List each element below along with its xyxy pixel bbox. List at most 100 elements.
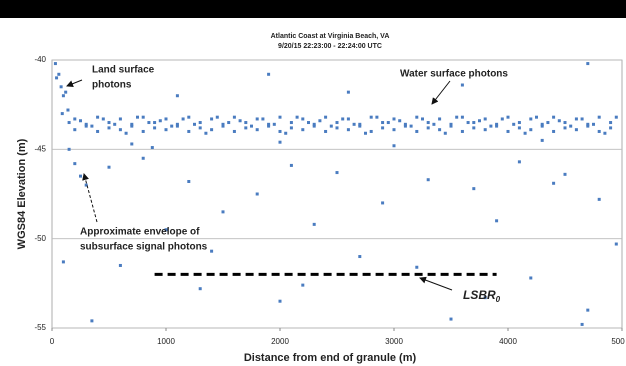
photon-point xyxy=(141,129,145,133)
photon-point xyxy=(130,124,134,128)
photon-point xyxy=(255,117,259,121)
photon-point xyxy=(609,121,613,125)
photon-point xyxy=(603,131,607,135)
photon-point xyxy=(204,131,208,135)
photon-point xyxy=(483,128,487,132)
x-tick-label: 1000 xyxy=(157,337,175,346)
photon-point xyxy=(238,119,242,123)
photon-point xyxy=(455,115,459,119)
photon-point xyxy=(113,122,117,126)
photon-point xyxy=(244,126,248,130)
annotation: Approximate envelope of xyxy=(80,227,200,238)
photon-point xyxy=(586,308,590,312)
photon-point xyxy=(215,115,219,119)
x-axis-label: Distance from end of granule (m) xyxy=(244,352,417,364)
photon-point xyxy=(84,183,88,187)
photon-point xyxy=(592,122,595,126)
photon-point xyxy=(392,117,396,121)
photon-point xyxy=(552,129,556,133)
photon-point xyxy=(255,192,259,196)
photon-point xyxy=(198,121,202,125)
photon-point xyxy=(57,72,61,76)
arrow xyxy=(431,80,451,105)
photon-point xyxy=(472,187,476,191)
y-tick-label: -55 xyxy=(34,323,46,332)
photon-point xyxy=(187,179,191,183)
photon-point xyxy=(358,255,362,259)
photon-point xyxy=(64,90,68,94)
photon-point xyxy=(227,121,231,125)
plot-area: -40 -45 -50 -55 0 1000 2000 3000 4000 500 xyxy=(34,55,625,346)
photon-point xyxy=(460,115,464,119)
photon-point xyxy=(495,122,499,126)
photon-point xyxy=(96,115,100,119)
photon-point xyxy=(609,126,613,130)
photon-point xyxy=(295,115,299,119)
photon-point xyxy=(198,287,202,291)
photon-point xyxy=(517,126,521,130)
photon-point xyxy=(284,131,288,135)
photon-point xyxy=(73,162,77,166)
photon-point xyxy=(73,128,77,132)
top-bar xyxy=(0,0,626,18)
photon-point xyxy=(500,117,504,121)
photon-point xyxy=(60,112,64,116)
photon-point xyxy=(107,126,111,130)
photon-point xyxy=(53,62,57,66)
photon-point xyxy=(61,260,65,264)
photon-point xyxy=(426,121,430,125)
photon-point xyxy=(289,126,293,130)
photon-point xyxy=(517,121,521,125)
y-tick-label: -50 xyxy=(34,234,46,243)
photon-point xyxy=(506,129,510,133)
photon-point xyxy=(580,117,584,121)
photon-point xyxy=(563,126,567,130)
photon-point xyxy=(552,181,556,185)
photon-point xyxy=(79,174,82,178)
photon-point xyxy=(147,121,151,125)
photon-point xyxy=(483,117,487,121)
y-tick-label: -45 xyxy=(34,144,46,153)
photon-point xyxy=(403,122,407,126)
chart-title: Atlantic Coast at Virginia Beach, VA xyxy=(271,33,390,40)
photon-point xyxy=(210,117,214,121)
photon-point xyxy=(495,124,499,128)
arrow xyxy=(419,276,453,291)
photon-point xyxy=(381,121,385,125)
photon-point xyxy=(346,90,350,94)
photon-point xyxy=(495,219,499,223)
photon-point xyxy=(346,117,350,121)
photon-point xyxy=(79,119,82,123)
photon-point xyxy=(506,115,510,119)
annotation: subsurface signal photons xyxy=(80,242,208,253)
photon-point xyxy=(158,119,162,123)
photon-point xyxy=(614,115,618,119)
photon-point xyxy=(512,122,516,126)
photon-point xyxy=(198,126,202,130)
photon-point xyxy=(324,115,328,119)
photon-point xyxy=(346,128,350,132)
photon-point xyxy=(278,115,282,119)
photon-point xyxy=(415,265,419,269)
photon-point xyxy=(278,299,282,303)
photon-point xyxy=(136,115,139,119)
photon-point xyxy=(66,108,70,112)
photon-point xyxy=(586,62,590,66)
photon-point xyxy=(232,115,236,119)
photon-point xyxy=(164,228,168,232)
photon-point xyxy=(90,124,94,128)
annotation: Land surface xyxy=(92,65,155,76)
photon-point xyxy=(557,119,561,123)
photon-point xyxy=(438,128,442,132)
photon-point xyxy=(187,129,191,133)
photon-point xyxy=(563,121,567,125)
photon-point xyxy=(307,121,310,125)
photon-point xyxy=(221,124,225,128)
photon-point xyxy=(535,115,538,119)
photon-point xyxy=(597,115,601,119)
photon-point xyxy=(364,131,367,135)
photon-point xyxy=(118,128,122,132)
x-tick-label: 500 xyxy=(611,337,625,346)
photon-point xyxy=(272,122,276,126)
photon-point xyxy=(130,122,134,126)
